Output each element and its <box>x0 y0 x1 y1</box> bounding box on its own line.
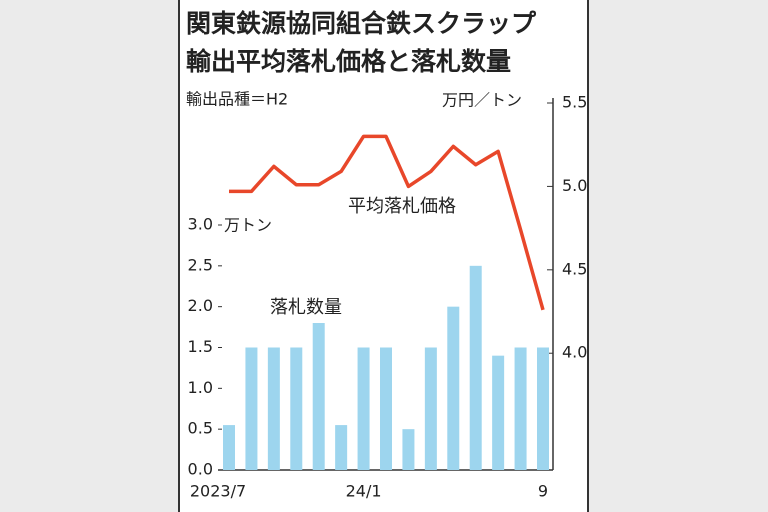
y2-axis-label: 万円／トン <box>442 91 522 110</box>
bar <box>492 355 505 470</box>
subtitle: 輸出品種＝H2 <box>186 90 288 109</box>
y2-tick-label: 5.0 <box>562 176 587 195</box>
series-label: 落札数量 <box>270 297 342 318</box>
y-tick-label: 2.5 <box>188 255 213 274</box>
y-tick-label: 1.5 <box>188 337 213 356</box>
bar <box>424 347 437 470</box>
bar <box>357 347 370 470</box>
chart-title: 輸出平均落札価格と落札数量 <box>186 47 511 76</box>
x-tick-label: 24/1 <box>346 482 382 501</box>
bar <box>245 347 258 470</box>
y-tick-label: 3.0 <box>188 215 213 234</box>
bar <box>447 306 460 470</box>
bar <box>514 347 527 470</box>
chart-title: 関東鉄源協同組合鉄スクラップ <box>186 9 537 38</box>
y2-tick-label: 5.5 <box>562 93 587 112</box>
y-axis-label: 万トン <box>224 216 272 235</box>
bar <box>380 347 392 470</box>
y-tick-label: 2.0 <box>188 296 213 315</box>
y2-tick-label: 4.0 <box>562 343 587 362</box>
series-label: 平均落札価格 <box>348 196 456 217</box>
bar <box>223 425 235 470</box>
y-tick-label: 1.0 <box>188 378 213 397</box>
x-tick-label: 2023/7 <box>190 482 246 501</box>
bar <box>267 347 280 470</box>
bar <box>335 425 348 470</box>
y2-tick-label: 4.5 <box>562 259 587 278</box>
bar <box>469 265 482 470</box>
bar <box>290 347 303 470</box>
bar <box>312 323 325 470</box>
y-tick-label: 0.0 <box>188 460 213 479</box>
y-tick-label: 0.5 <box>188 419 213 438</box>
bar <box>537 347 549 470</box>
line <box>229 134 545 311</box>
x-tick-label: 9 <box>538 482 548 501</box>
bar <box>402 429 415 470</box>
